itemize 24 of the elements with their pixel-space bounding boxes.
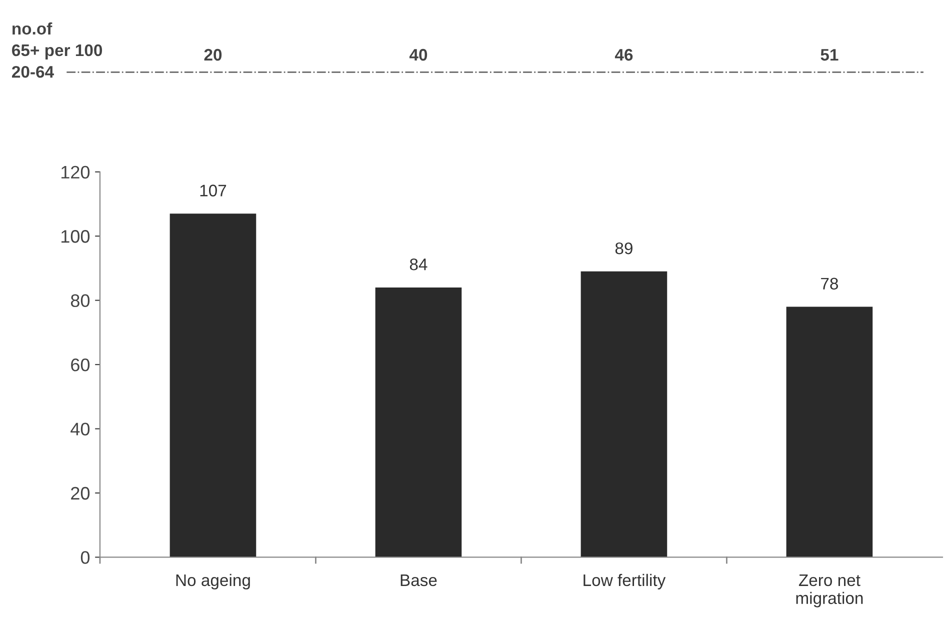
data-label: 84 [410, 258, 428, 270]
y-tick-label: 60 [71, 358, 90, 372]
y-tick-label: 80 [70, 294, 90, 308]
text: 20 [204, 48, 222, 61]
bar [170, 214, 256, 558]
data-label: 107 [200, 184, 226, 196]
bar [580, 271, 668, 558]
bar [786, 306, 873, 558]
text: no.of 65+ per 100 20-64 [12, 22, 102, 78]
data-label: 89 [615, 242, 632, 254]
bar [375, 287, 462, 558]
y-tick-label: 120 [61, 166, 90, 179]
data-label: 78 [821, 278, 838, 290]
x-tick-label: Low fertility [584, 574, 666, 590]
text: 46 [614, 48, 633, 61]
x-tick-label: No ageing [176, 574, 250, 590]
x-tick-label: Base [400, 574, 437, 586]
y-tick-label: 40 [70, 422, 90, 436]
y-tick-label: 0 [80, 551, 90, 564]
text: 40 [409, 48, 428, 61]
y-tick-label: 20 [71, 486, 90, 500]
text: 51 [820, 49, 838, 61]
x-tick-label: Zero net migration [796, 574, 863, 608]
y-tick-label: 100 [61, 230, 90, 243]
